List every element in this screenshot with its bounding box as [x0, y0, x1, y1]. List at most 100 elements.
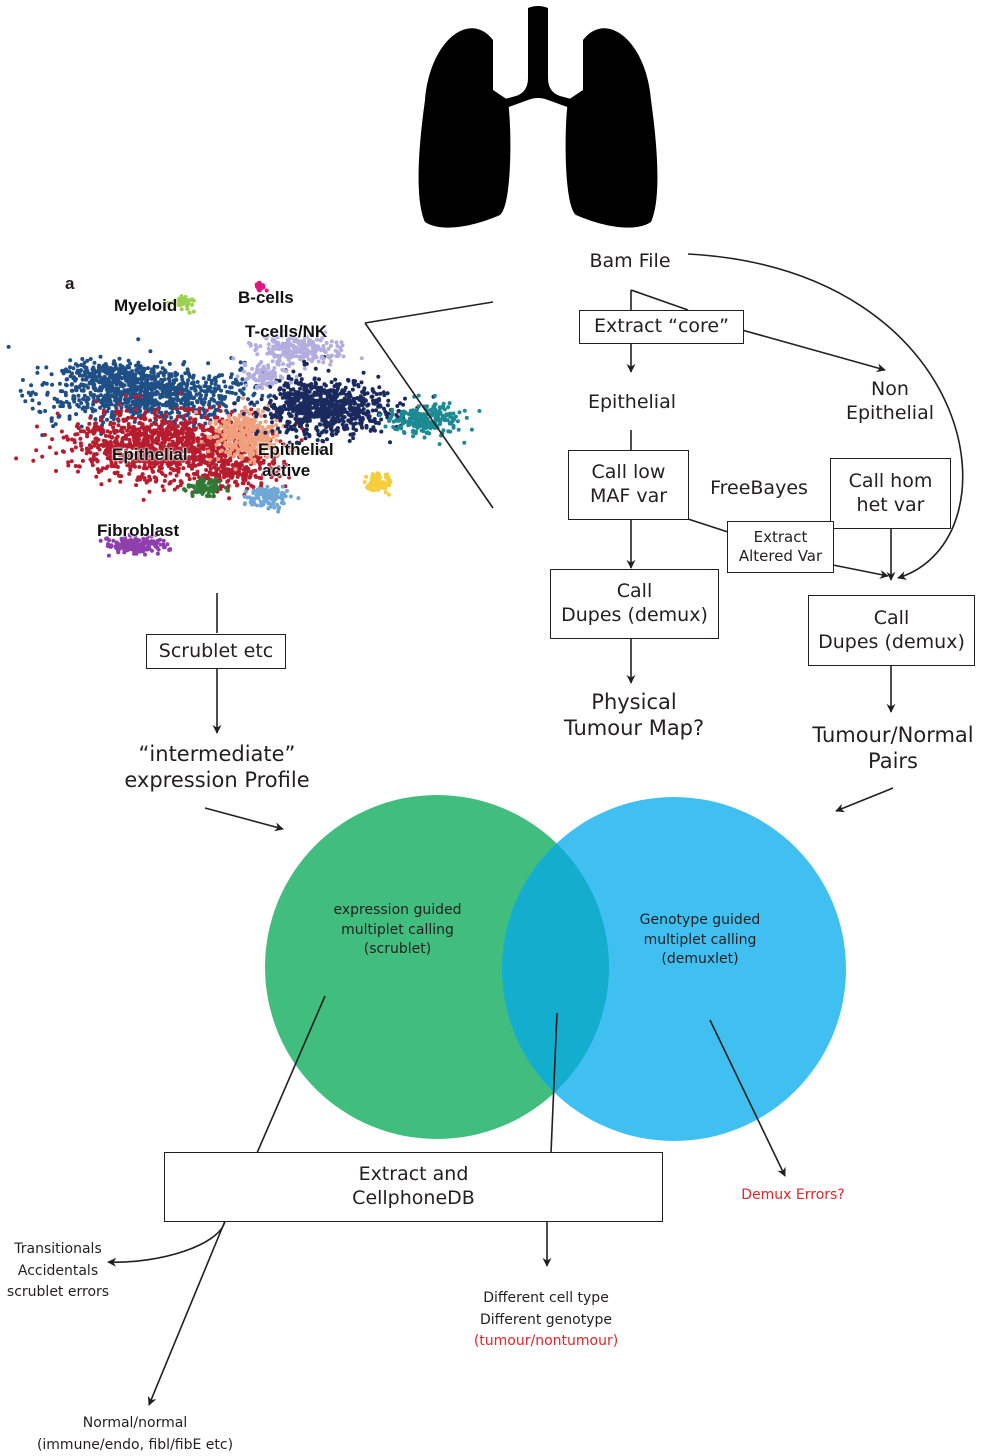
different-list: Different cell type Different genotype (tu…	[446, 1288, 646, 1353]
tsne-point	[317, 433, 322, 438]
tsne-point	[274, 470, 279, 475]
tsne-point	[241, 411, 246, 416]
tsne-point	[399, 411, 404, 416]
tsne-point	[403, 396, 407, 401]
tsne-point	[120, 444, 125, 449]
tsne-point	[147, 447, 152, 452]
tsne-point	[278, 439, 283, 444]
tsne-point	[335, 393, 340, 397]
tsne-point	[139, 373, 144, 378]
tsne-point	[151, 428, 156, 433]
tsne-point	[279, 405, 284, 410]
tsne-point	[341, 354, 346, 359]
tsne-point	[317, 377, 321, 382]
cluster-label-epithelial: Epithelial	[112, 445, 188, 464]
tsne-point	[259, 397, 264, 402]
tsne-point	[223, 458, 228, 463]
tsne-point	[214, 442, 219, 447]
tsne-point	[268, 393, 273, 398]
tsne-point	[278, 392, 283, 396]
tsne-point	[189, 386, 194, 391]
tsne-point	[312, 414, 317, 419]
tsne-point	[411, 434, 415, 439]
tsne-point	[191, 435, 196, 440]
tsne-point	[224, 444, 229, 449]
tsne-point	[298, 401, 303, 406]
physical-map-line2: Tumour Map?	[563, 716, 705, 741]
tsne-point	[280, 484, 285, 489]
tsne-point	[150, 448, 155, 453]
tsne-point	[156, 438, 161, 443]
tsne-point	[69, 382, 74, 387]
tsne-point	[264, 382, 269, 387]
tsne-point	[142, 405, 147, 410]
tsne-point	[221, 433, 225, 437]
tsne-point	[104, 393, 109, 398]
tsne-point	[242, 502, 247, 507]
tsne-point	[43, 432, 47, 437]
tsne-point	[420, 418, 425, 423]
tsne-point	[445, 418, 450, 423]
tsne-point	[269, 452, 274, 456]
tsne-point	[371, 390, 376, 394]
tsne-point	[207, 405, 212, 410]
tsne-point	[95, 459, 100, 463]
tsne-point	[143, 552, 147, 557]
immune-endo-line: (immune/endo, fibl/fibE etc)	[36, 1436, 234, 1453]
call-dupes-left-line2: Dupes (demux)	[561, 604, 708, 626]
tsne-point	[292, 328, 297, 333]
tsne-point	[167, 361, 172, 366]
tsne-point	[85, 426, 90, 431]
tsne-point	[335, 426, 340, 430]
tsne-point	[163, 401, 168, 406]
tsne-point	[150, 445, 155, 450]
scrublet-label: Scrublet etc	[158, 639, 274, 662]
tsne-point	[44, 381, 49, 386]
tsne-point	[270, 347, 275, 352]
tsne-point	[332, 391, 337, 396]
tsne-point	[181, 396, 185, 401]
tsne-point	[323, 398, 328, 403]
tsne-point	[84, 377, 89, 382]
tsne-point	[79, 368, 83, 373]
tsne-point	[339, 348, 344, 353]
tsne-point	[133, 372, 138, 377]
tsne-point	[333, 377, 338, 382]
tsne-point	[328, 410, 333, 415]
tsne-point	[93, 436, 98, 441]
tsne-point	[253, 473, 258, 478]
tsne-point	[222, 453, 227, 458]
tsne-point	[405, 419, 410, 424]
tsne-point	[199, 439, 204, 444]
tsne-point	[188, 416, 193, 421]
tsne-point	[109, 402, 114, 407]
tsne-point	[168, 471, 173, 476]
tsne-point	[96, 396, 101, 401]
tsne-point	[351, 396, 356, 401]
epithelial-label: Epithelial	[587, 391, 676, 413]
tsne-point	[213, 382, 218, 387]
tsne-point	[309, 359, 314, 364]
tsne-point	[432, 393, 437, 398]
tsne-point	[217, 404, 222, 409]
tsne-point	[221, 466, 226, 471]
tsne-point	[394, 413, 399, 417]
tsne-point	[377, 472, 381, 477]
tsne-point	[411, 408, 416, 413]
tsne-point	[164, 431, 169, 436]
tsne-point	[334, 401, 339, 406]
tsne-point	[447, 401, 452, 406]
tsne-point	[191, 375, 195, 380]
tsne-point	[252, 403, 257, 407]
tsne-point	[179, 307, 184, 312]
tsne-point	[93, 408, 98, 413]
tsne-point	[374, 408, 379, 413]
tsne-point	[186, 378, 190, 383]
tsne-point	[91, 440, 96, 445]
tsne-point	[266, 491, 270, 496]
tsne-point	[102, 451, 107, 455]
tsne-point	[107, 478, 112, 483]
tsne-point	[226, 468, 231, 472]
tsne-point	[140, 549, 145, 554]
tsne-point	[206, 449, 211, 454]
